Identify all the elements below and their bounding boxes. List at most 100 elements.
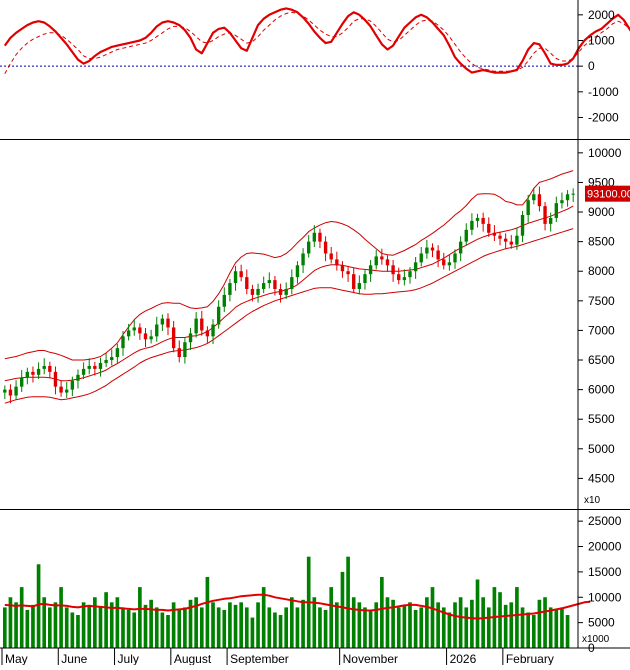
candle <box>70 376 75 397</box>
candle <box>413 257 418 279</box>
last-price-badge-bg <box>585 185 630 202</box>
candle-body <box>166 318 170 328</box>
volume-bar <box>346 556 350 648</box>
price-y-tick-label: 8000 <box>588 264 615 278</box>
candle <box>295 261 300 284</box>
candle-body <box>132 327 136 331</box>
candle <box>352 267 356 294</box>
candle-body <box>470 220 474 230</box>
price-panel: 1000095009000850080007500700065006000550… <box>3 146 622 485</box>
volume-y-tick-label: 20000 <box>588 540 622 554</box>
volume-y-tick-label: 15000 <box>588 565 622 579</box>
candle-body <box>307 241 311 254</box>
candle <box>380 248 384 265</box>
candle <box>250 284 255 302</box>
candle-body <box>380 256 384 260</box>
volume-bar <box>391 599 395 648</box>
volume-bar <box>368 609 373 648</box>
volume-bar <box>402 604 407 648</box>
price-multiplier-label: x10 <box>584 495 601 506</box>
candle-body <box>121 336 125 349</box>
bollinger-upper-band <box>4 170 574 361</box>
candle-body <box>425 247 429 254</box>
candle <box>126 323 131 341</box>
candle <box>81 362 86 379</box>
price-y-tick-label: 10000 <box>588 146 622 160</box>
candle-body <box>70 380 75 390</box>
candle-body <box>565 194 570 201</box>
candle-body <box>200 318 204 331</box>
volume-bar <box>486 607 491 648</box>
candle-body <box>436 250 440 260</box>
volume-bar <box>25 609 30 648</box>
candle-body <box>352 274 356 289</box>
candle <box>329 246 333 264</box>
candle <box>87 358 91 375</box>
x-tick-label: August <box>174 652 212 665</box>
candle <box>115 344 120 364</box>
price-y-tick-label: 8500 <box>588 235 615 249</box>
volume-bar <box>211 602 215 648</box>
candle-body <box>290 277 294 289</box>
candle-body <box>222 294 226 307</box>
volume-bar <box>295 607 300 648</box>
candle-body <box>458 241 463 254</box>
candle-body <box>543 206 547 224</box>
candle <box>391 259 395 282</box>
candle-body <box>374 256 378 266</box>
candle <box>470 213 474 236</box>
volume-bar <box>31 604 35 648</box>
candle <box>385 255 390 272</box>
candle <box>245 269 249 295</box>
oscillator-signal-line <box>4 11 630 75</box>
x-tick-label: 2026 <box>450 652 477 665</box>
oscillator-y-tick-label: -2000 <box>588 110 619 124</box>
candle-body <box>487 223 491 233</box>
candle-body <box>228 283 232 295</box>
candle-body <box>36 368 41 375</box>
candle <box>228 278 232 302</box>
candle-body <box>278 288 283 295</box>
candle-body <box>31 371 35 375</box>
volume-bar <box>284 607 289 648</box>
candle <box>464 223 468 246</box>
oscillator-y-tick-label: 1000 <box>588 33 615 47</box>
candle <box>93 361 97 376</box>
candle-body <box>318 232 322 242</box>
oscillator-y-tick-label: -1000 <box>588 85 619 99</box>
candle-body <box>475 217 480 221</box>
candle-body <box>526 200 530 215</box>
candle <box>171 320 176 353</box>
candle-body <box>397 274 401 281</box>
candle <box>267 272 271 289</box>
candle <box>526 194 530 223</box>
candle-body <box>329 253 333 260</box>
candle <box>177 340 181 363</box>
candle-body <box>267 280 271 284</box>
candle <box>36 362 41 379</box>
oscillator-y-tick-label: 0 <box>588 59 595 73</box>
candle-body <box>273 280 277 289</box>
candle-body <box>76 374 80 381</box>
candle <box>363 270 367 290</box>
candle-body <box>430 247 435 251</box>
volume-bar <box>363 607 367 648</box>
candle <box>515 228 519 250</box>
volume-bar <box>228 602 232 648</box>
candle <box>537 186 542 212</box>
price-y-tick-label: 4500 <box>588 471 615 485</box>
volume-bar <box>256 602 260 648</box>
volume-bar <box>531 615 536 648</box>
oscillator-main-line <box>3 7 630 74</box>
candle <box>59 380 63 397</box>
candle <box>205 326 210 343</box>
candle-body <box>48 365 52 372</box>
volume-bar <box>301 599 305 648</box>
candle <box>419 246 423 267</box>
volume-bar <box>19 587 24 648</box>
candle-body <box>65 389 69 393</box>
candle-body <box>14 386 18 396</box>
candle-body <box>261 283 266 289</box>
oscillator-y-tick-label: 2000 <box>588 8 615 22</box>
volume-bar <box>374 602 379 648</box>
